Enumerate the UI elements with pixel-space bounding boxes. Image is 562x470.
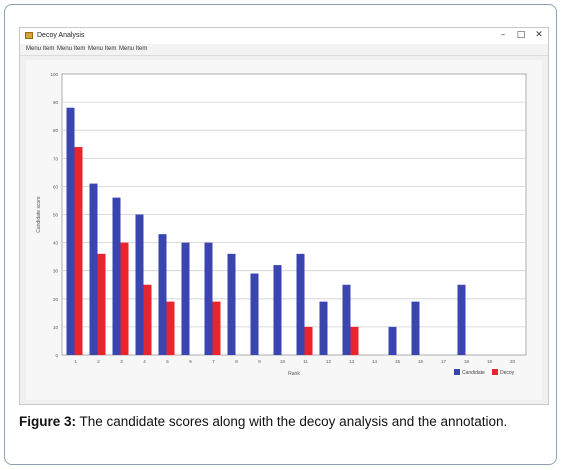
- figure-frame: Decoy Analysis – □ ✕ Menu Item Menu Item…: [4, 4, 557, 465]
- app-window: Decoy Analysis – □ ✕ Menu Item Menu Item…: [19, 27, 549, 405]
- bar-candidate-7: [204, 242, 213, 355]
- bar-decoy-11: [304, 326, 313, 355]
- maximize-button[interactable]: □: [516, 30, 526, 40]
- bar-candidate-13: [342, 284, 351, 355]
- bar-candidate-12: [319, 301, 328, 355]
- close-button[interactable]: ✕: [535, 30, 543, 40]
- bar-candidate-1: [66, 107, 75, 355]
- bar-candidate-3: [112, 197, 121, 355]
- window-title: Decoy Analysis: [37, 32, 85, 39]
- y-tick-label: 90: [53, 100, 59, 105]
- y-tick-label: 20: [53, 297, 59, 302]
- menu-item-4[interactable]: Menu Item: [119, 46, 148, 52]
- bar-candidate-18: [457, 284, 466, 355]
- bar-candidate-16: [411, 301, 420, 355]
- y-axis-label: Candidate score: [36, 196, 42, 233]
- y-tick-label: 40: [53, 241, 59, 246]
- x-tick-label: 1: [74, 359, 77, 364]
- menu-item-1[interactable]: Menu Item: [26, 46, 55, 52]
- x-tick-label: 12: [326, 359, 332, 364]
- y-tick-label: 10: [53, 325, 59, 330]
- bar-candidate-8: [227, 253, 236, 355]
- bar-decoy-13: [350, 326, 359, 355]
- menu-item-2[interactable]: Menu Item: [57, 46, 86, 52]
- title-bar: Decoy Analysis – □ ✕: [20, 28, 548, 44]
- x-tick-label: 10: [280, 359, 286, 364]
- figure-caption: Figure 3: The candidate scores along wit…: [19, 413, 549, 431]
- x-tick-label: 9: [258, 359, 261, 364]
- bar-decoy-7: [212, 301, 221, 355]
- x-tick-label: 2: [97, 359, 100, 364]
- y-tick-label: 50: [53, 213, 59, 218]
- bar-candidate-5: [158, 234, 167, 355]
- bar-decoy-3: [120, 242, 129, 355]
- y-tick-label: 100: [50, 72, 58, 77]
- x-tick-label: 14: [372, 359, 378, 364]
- x-tick-label: 5: [166, 359, 169, 364]
- bar-candidate-15: [388, 326, 397, 355]
- bar-decoy-5: [166, 301, 175, 355]
- x-tick-label: 20: [510, 359, 516, 364]
- x-tick-label: 17: [441, 359, 447, 364]
- x-tick-label: 4: [143, 359, 146, 364]
- bar-decoy-2: [97, 253, 106, 355]
- bar-candidate-6: [181, 242, 190, 355]
- x-tick-label: 16: [418, 359, 424, 364]
- app-icon: [25, 32, 33, 39]
- caption-label: Figure 3:: [19, 414, 77, 429]
- y-tick-label: 0: [55, 353, 58, 358]
- bar-candidate-10: [273, 265, 282, 355]
- legend-label-decoy: Decoy: [500, 370, 515, 376]
- x-tick-label: 6: [189, 359, 192, 364]
- x-tick-label: 8: [235, 359, 238, 364]
- bar-decoy-4: [143, 284, 152, 355]
- plot-panel: 0 10 20 30 40 50 60 70 80 90 100 Candidate score 1 2 3…: [26, 60, 542, 400]
- bar-candidate-9: [250, 273, 259, 355]
- x-tick-label: 18: [464, 359, 470, 364]
- caption-text: The candidate scores along with the deco…: [76, 414, 508, 429]
- x-tick-label: 11: [303, 359, 308, 364]
- x-tick-label: 7: [212, 359, 215, 364]
- x-axis-label: Rank: [288, 371, 300, 377]
- bar-candidate-4: [135, 214, 144, 355]
- bar-candidate-11: [296, 253, 305, 355]
- menu-bar: Menu Item Menu Item Menu Item Menu Item: [20, 44, 548, 56]
- legend-label-candidate: Candidate: [462, 370, 485, 376]
- minimize-button[interactable]: –: [500, 30, 506, 40]
- y-tick-label: 30: [53, 269, 59, 274]
- y-tick-label: 80: [53, 128, 59, 133]
- x-tick-label: 3: [120, 359, 123, 364]
- x-tick-label: 13: [349, 359, 355, 364]
- x-tick-label: 19: [487, 359, 493, 364]
- x-tick-label: 15: [395, 359, 401, 364]
- y-tick-label: 60: [53, 184, 59, 189]
- legend-swatch-candidate: [454, 369, 460, 375]
- bar-decoy-1: [74, 147, 83, 355]
- legend-swatch-decoy: [492, 369, 498, 375]
- bar-candidate-2: [89, 183, 98, 355]
- menu-item-3[interactable]: Menu Item: [88, 46, 117, 52]
- y-tick-label: 70: [53, 156, 59, 161]
